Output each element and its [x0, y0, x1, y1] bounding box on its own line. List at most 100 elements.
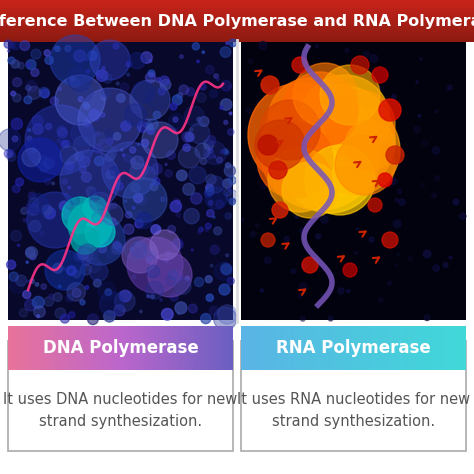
Circle shape [7, 152, 16, 161]
Circle shape [82, 258, 90, 266]
Circle shape [205, 228, 209, 231]
Bar [354, 326, 356, 370]
Bar [199, 326, 201, 370]
Circle shape [11, 42, 20, 50]
Circle shape [176, 200, 180, 204]
Bar [188, 326, 190, 370]
Circle shape [260, 289, 263, 292]
Bar [0, 35, 474, 36]
Bar [419, 326, 421, 370]
Bar [0, 12, 474, 13]
Bar [303, 326, 305, 370]
Circle shape [67, 266, 76, 275]
Circle shape [167, 151, 175, 159]
Bar [192, 326, 193, 370]
Bar [393, 326, 395, 370]
Circle shape [173, 95, 182, 105]
Circle shape [80, 300, 85, 305]
Circle shape [137, 213, 152, 228]
Bar [14, 326, 16, 370]
Bar [0, 20, 474, 21]
Circle shape [110, 166, 119, 176]
Circle shape [358, 204, 360, 206]
Circle shape [79, 210, 83, 214]
Circle shape [60, 146, 78, 164]
Circle shape [111, 203, 117, 208]
Bar [382, 326, 383, 370]
Bar [179, 326, 181, 370]
Bar [143, 326, 145, 370]
Bar [0, 32, 474, 33]
Bar [0, 29, 474, 30]
Bar [182, 326, 184, 370]
Circle shape [135, 194, 147, 206]
Circle shape [208, 149, 213, 153]
Bar [34, 326, 36, 370]
Circle shape [113, 241, 120, 249]
Circle shape [256, 101, 261, 106]
Circle shape [177, 312, 180, 314]
Bar [19, 326, 21, 370]
Bar [395, 326, 397, 370]
Bar [275, 326, 277, 370]
Circle shape [423, 250, 431, 258]
Bar [0, 320, 474, 474]
Circle shape [122, 154, 125, 156]
Circle shape [189, 304, 197, 313]
Circle shape [200, 84, 206, 90]
Circle shape [399, 199, 405, 205]
Circle shape [55, 46, 60, 51]
Circle shape [388, 282, 391, 285]
Bar [120, 326, 122, 370]
Circle shape [300, 228, 304, 233]
Bar [207, 326, 209, 370]
Circle shape [321, 216, 328, 223]
Circle shape [99, 245, 107, 253]
Bar [117, 326, 118, 370]
Bar [458, 326, 460, 370]
Circle shape [119, 290, 131, 301]
Bar [77, 326, 79, 370]
Circle shape [302, 257, 318, 273]
Circle shape [206, 187, 214, 195]
Bar [160, 326, 162, 370]
Circle shape [121, 121, 131, 131]
Circle shape [30, 279, 34, 283]
Circle shape [99, 236, 108, 244]
Circle shape [85, 286, 89, 289]
Bar [325, 326, 327, 370]
Circle shape [83, 196, 107, 220]
Bar [209, 326, 210, 370]
Bar [254, 326, 256, 370]
Circle shape [45, 178, 51, 184]
Bar [427, 326, 428, 370]
Circle shape [282, 117, 378, 213]
Circle shape [214, 74, 219, 78]
Circle shape [9, 42, 15, 48]
Bar [169, 326, 171, 370]
Bar [444, 326, 446, 370]
Bar [214, 326, 216, 370]
Circle shape [219, 284, 230, 295]
Bar [0, 22, 474, 23]
Circle shape [137, 212, 150, 225]
Circle shape [65, 46, 71, 52]
Bar [46, 326, 47, 370]
Circle shape [148, 253, 192, 297]
Circle shape [140, 157, 143, 160]
Circle shape [307, 188, 314, 194]
Circle shape [269, 161, 287, 179]
Circle shape [210, 306, 219, 315]
Circle shape [86, 258, 101, 273]
Bar [305, 326, 307, 370]
Circle shape [345, 48, 349, 53]
Bar [376, 326, 378, 370]
Bar [40, 326, 42, 370]
Circle shape [45, 250, 85, 290]
Bar [374, 326, 376, 370]
Bar [436, 326, 438, 370]
Circle shape [44, 158, 54, 168]
Circle shape [127, 237, 183, 293]
Bar [397, 326, 399, 370]
Bar [44, 326, 46, 370]
